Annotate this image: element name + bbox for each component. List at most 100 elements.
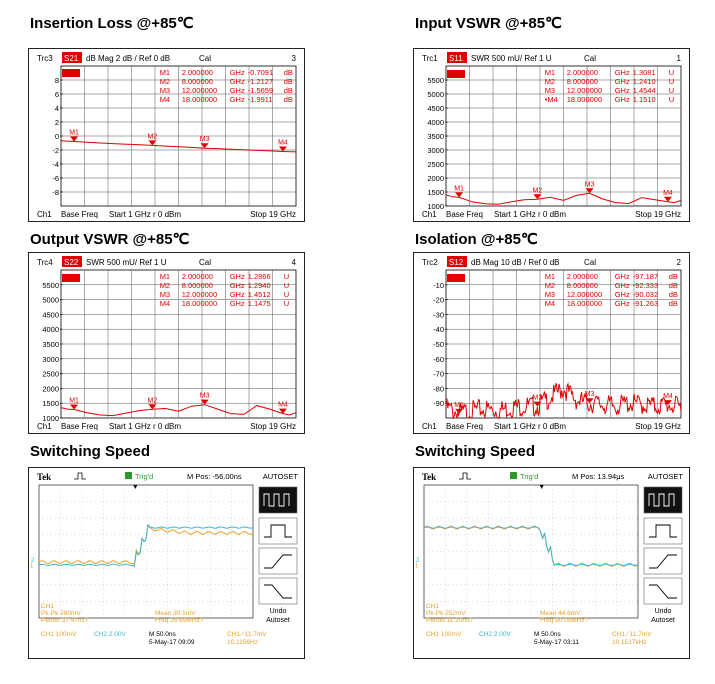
trace-line (445, 382, 682, 420)
marker-table-unit-v: U (669, 68, 674, 77)
marker-triangle (148, 404, 157, 410)
waveform-icon (649, 584, 677, 599)
marker-label: M3 (585, 391, 595, 398)
ch2-ground-marker: 2 (31, 558, 35, 564)
marker-table-value: -1.9911 (248, 95, 273, 104)
autoset-option-box (643, 517, 683, 545)
marker-table-unit-v: U (669, 86, 674, 95)
autoset-option-box (643, 577, 683, 605)
cal-label: Cal (584, 54, 596, 63)
marker-label: M3 (585, 181, 595, 188)
param-badge (62, 256, 82, 267)
y-tick-label: 6 (55, 90, 59, 99)
marker-table-unit-v: U (284, 299, 289, 308)
vna-panel-insertion-loss: Trc3 S21 dB Mag 2 dB / Ref 0 dB Cal 3 8 6 4 2 0 -2… (28, 48, 305, 222)
marker-table-unit: GHz (615, 290, 630, 299)
marker-table-id: M1 (545, 68, 555, 77)
footer-start: Start 1 GHz r 0 dBm (494, 210, 566, 219)
marker-label: M2 (533, 395, 543, 402)
marker-triangle (533, 194, 542, 200)
vna-panel-input-vswr: Trc1 S11 SWR 500 mU/ Ref 1 U Cal 1 5500 5000 45… (413, 48, 690, 222)
marker-table-freq: 2.000000 (567, 272, 598, 281)
y-tick-label: 1000 (42, 414, 59, 423)
marker-table-freq: 18.000000 (182, 95, 217, 104)
scope-date: 5-May-17 03:11 (534, 639, 579, 646)
marker-table-unit: GHz (230, 86, 245, 95)
timebase: M 50.0ns (149, 631, 176, 638)
marker-table-unit-v: U (284, 290, 289, 299)
waveform-icon (649, 524, 677, 538)
marker-table-value: 1.2410 (633, 77, 656, 86)
y-tick-label: -6 (52, 174, 59, 183)
footer-base: Base Freq (61, 210, 98, 219)
marker-table-value: 1.4512 (248, 290, 271, 299)
autoset-label: AUTOSET (648, 472, 684, 481)
marker-table-value: 1.2866 (248, 272, 271, 281)
autoset-option-1 (643, 486, 683, 514)
readout-ch1: CH1 (41, 603, 54, 610)
marker-triangle (200, 143, 209, 149)
readout-mean: Mean 30.1mV (155, 610, 196, 617)
ch1-scale: CH1 100mV (426, 631, 462, 638)
y-tick-label: 4000 (42, 325, 59, 334)
footer-start: Start 1 GHz r 0 dBm (109, 422, 181, 431)
cal-label: Cal (584, 258, 596, 267)
y-tick-label: 1000 (427, 202, 444, 211)
scope-brand: Tek (422, 472, 436, 482)
y-tick-label: -60 (433, 355, 444, 364)
marker-table-id: M3 (160, 86, 170, 95)
marker-label: M1 (454, 185, 464, 192)
marker-triangle (455, 408, 464, 414)
ch2-scale: CH2 2.00V (479, 631, 511, 638)
autoset-option-box (258, 517, 298, 545)
trig-status: Trig'd (135, 472, 153, 481)
marker-triangle (70, 136, 79, 142)
y-tick-label: 2500 (427, 160, 444, 169)
marker-table-unit: GHz (230, 290, 245, 299)
trig-level: CH1 ∕ 11.7mV (612, 631, 652, 638)
marker-table-unit-v: dB (669, 299, 678, 308)
readout-period: Period 37.47ns? (41, 617, 89, 624)
vna-svg: Trc1 S11 SWR 500 mU/ Ref 1 U Cal 1 5500 5000 45… (422, 52, 682, 219)
marker-table-id: M4 (160, 95, 170, 104)
marker-table-unit: GHz (230, 281, 245, 290)
marker-label: M1 (69, 398, 79, 405)
chart-title-output-vswr: Output VSWR @+85℃ (30, 231, 190, 248)
trig-level: CH1 ∕ 11.7mV (227, 631, 267, 638)
scale-label: dB Mag 10 dB / Ref 0 dB (471, 258, 560, 267)
marker-table-value: 1.1475 (248, 299, 271, 308)
marker-triangle (70, 404, 79, 410)
autoset-label: AUTOSET (263, 472, 299, 481)
readout-pkpk: Pk-Pk 252mV (426, 610, 466, 617)
trace-line (60, 140, 297, 153)
marker-table-unit: GHz (230, 77, 245, 86)
autoset-option-box (258, 577, 298, 605)
marker-table-unit: GHz (615, 77, 630, 86)
scale-label: SWR 500 mU/ Ref 1 U (471, 54, 552, 63)
scope-date: 5-May-17 09:09 (149, 639, 195, 646)
marker-table-unit: GHz (615, 281, 630, 290)
autoset-option-2 (643, 517, 683, 545)
marker-label: M3 (200, 136, 210, 143)
y-tick-label: 1500 (427, 188, 444, 197)
marker-label: M4 (278, 402, 288, 409)
trace-number: 3 (292, 54, 297, 63)
marker-label: M1 (454, 402, 464, 409)
marker-table-id: M1 (160, 272, 170, 281)
marker-label: M2 (533, 187, 543, 194)
trig-status-icon (510, 472, 517, 479)
marker-table-unit-v: dB (284, 95, 293, 104)
vna-panel-isolation: Trc2 S12 dB Mag 10 dB / Ref 0 dB Cal 2 -10 -20… (413, 252, 690, 434)
vna-svg: Trc3 S21 dB Mag 2 dB / Ref 0 dB Cal 3 8 6 4 2 0 -2… (37, 52, 297, 219)
chart-title-insertion-loss: Insertion Loss @+85℃ (30, 15, 194, 32)
marker-label: M1 (69, 130, 79, 137)
marker-table-freq: 2.000000 (182, 68, 213, 77)
marker-table-unit-v: U (284, 281, 289, 290)
trig-status-icon (125, 472, 132, 479)
y-tick-label: 5000 (42, 296, 59, 305)
scope-panel-2: Tek Trig'd M Pos: 13.94μs AUTOSET 2 1 Undo Auto… (413, 467, 690, 659)
marker-table-id: M3 (545, 290, 555, 299)
footer-start: Start 1 GHz r 0 dBm (494, 422, 566, 431)
mpos-label: M Pos: 13.94μs (572, 472, 625, 481)
footer-channel: Ch1 (422, 422, 437, 431)
